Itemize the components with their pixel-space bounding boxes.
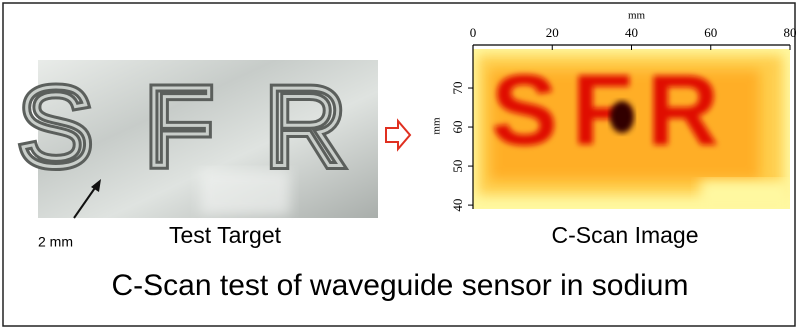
x-tick-label: 20 — [546, 25, 559, 40]
cscan-image: SFR — [473, 49, 790, 210]
y-tick-label: 40 — [450, 199, 465, 212]
scale-note: 2 mm — [38, 234, 73, 250]
x-tick-label: 40 — [625, 25, 638, 40]
figure: SFR SFR 2 mm Test Target SFR C-Scan Imag… — [0, 0, 798, 329]
x-tick-label: 0 — [470, 25, 477, 40]
target-photo: SFR SFR — [18, 60, 398, 218]
cscan-label: C-Scan Image — [551, 222, 698, 248]
target-letters-highlight: SFR — [18, 65, 398, 190]
y-tick-label: 60 — [450, 121, 465, 134]
y-tick-label: 70 — [450, 82, 465, 95]
caption: C-Scan test of waveguide sensor in sodiu… — [112, 269, 689, 302]
x-tick-label: 80 — [784, 25, 797, 40]
y-tick-label: 50 — [450, 160, 465, 173]
x-axis-label: mm — [628, 10, 646, 22]
x-tick-label: 60 — [704, 25, 717, 40]
target-label: Test Target — [169, 222, 282, 248]
y-axis-label: mm — [431, 117, 443, 135]
